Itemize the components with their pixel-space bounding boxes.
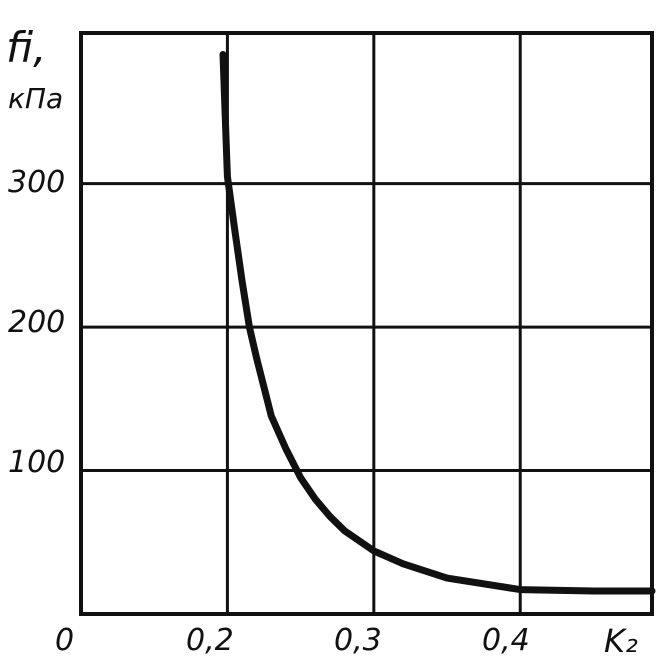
y-tick-label: 200	[8, 305, 65, 340]
x-axis-label: K₂	[604, 622, 638, 660]
x-tick-label: 0,4	[482, 623, 530, 658]
x-tick-label: 0,2	[186, 623, 234, 658]
origin-label: 0	[55, 623, 74, 658]
y-tick-label: 100	[8, 445, 65, 480]
series-line	[219, 51, 656, 595]
series-layer	[219, 51, 656, 595]
y-axis-unit: кПа	[8, 82, 63, 115]
grid	[81, 33, 652, 614]
y-axis-symbol: fi,	[6, 23, 46, 72]
x-tick-label: 0,3	[334, 623, 382, 658]
plot-frame	[79, 31, 654, 616]
y-tick-label: 300	[8, 165, 65, 200]
